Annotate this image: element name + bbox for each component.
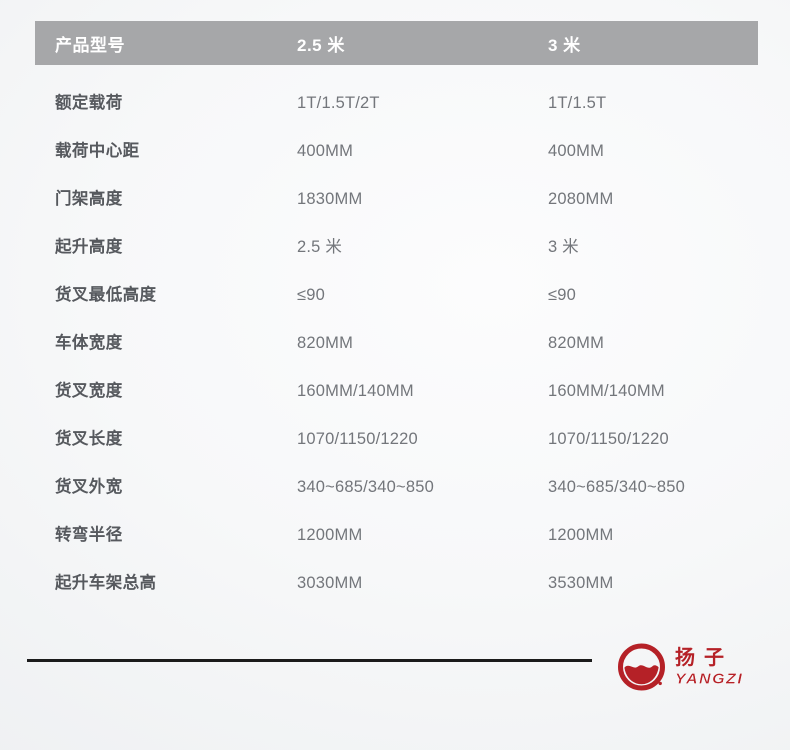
row-label: 货叉长度 <box>55 430 123 448</box>
row-label: 货叉外宽 <box>55 478 123 496</box>
row-value-3m: 1070/1150/1220 <box>548 430 669 448</box>
header-cell-2-5m: 2.5 米 <box>297 35 345 55</box>
table-row: 起升高度 2.5 米 3 米 <box>35 233 758 281</box>
table-header-row: 产品型号 2.5 米 3 米 <box>35 21 758 65</box>
row-value-3m: 820MM <box>548 334 605 352</box>
row-value-3m: 2080MM <box>548 190 614 208</box>
table-row: 货叉宽度 160MM/140MM 160MM/140MM <box>35 377 758 425</box>
table-row: 货叉最低高度 ≤90 ≤90 <box>35 281 758 329</box>
row-value-3m: 3 米 <box>548 238 579 256</box>
row-value-2-5m: 3030MM <box>297 574 363 592</box>
table-row: 门架高度 1830MM 2080MM <box>35 185 758 233</box>
table-row: 转弯半径 1200MM 1200MM <box>35 521 758 569</box>
table-row: 起升车架总高 3030MM 3530MM <box>35 569 758 617</box>
row-value-2-5m: 1070/1150/1220 <box>297 430 418 448</box>
row-label: 起升车架总高 <box>55 574 157 592</box>
table-body: 额定载荷 1T/1.5T/2T 1T/1.5T 载荷中心距 400MM 400M… <box>35 65 758 617</box>
table-row: 货叉长度 1070/1150/1220 1070/1150/1220 <box>35 425 758 473</box>
row-value-2-5m: ≤90 <box>297 286 326 304</box>
row-value-3m: 1200MM <box>548 526 614 544</box>
row-value-2-5m: 820MM <box>297 334 354 352</box>
row-label: 货叉宽度 <box>55 382 123 400</box>
row-value-3m: 400MM <box>548 142 605 160</box>
brand-logo: 扬子 YANGZI <box>617 641 763 693</box>
row-label: 转弯半径 <box>55 526 123 544</box>
row-value-3m: 3530MM <box>548 574 614 592</box>
row-value-2-5m: 1T/1.5T/2T <box>297 94 380 112</box>
table-row: 额定载荷 1T/1.5T/2T 1T/1.5T <box>35 89 758 137</box>
row-value-2-5m: 1830MM <box>297 190 363 208</box>
row-label: 货叉最低高度 <box>55 286 157 304</box>
row-value-3m: 1T/1.5T <box>548 94 607 112</box>
row-value-2-5m: 400MM <box>297 142 354 160</box>
row-value-3m: 340~685/340~850 <box>548 478 685 496</box>
header-cell-3m: 3 米 <box>548 35 581 55</box>
yangzi-circle-wave-icon <box>617 643 666 692</box>
row-value-2-5m: 1200MM <box>297 526 363 544</box>
brand-name-en: YANGZI <box>675 671 744 687</box>
row-value-2-5m: 160MM/140MM <box>297 382 414 400</box>
row-label: 载荷中心距 <box>55 142 140 160</box>
row-value-3m: 160MM/140MM <box>548 382 665 400</box>
row-value-2-5m: 2.5 米 <box>297 238 343 256</box>
specification-table: 产品型号 2.5 米 3 米 额定载荷 1T/1.5T/2T 1T/1.5T 载… <box>35 21 758 617</box>
row-label: 车体宽度 <box>55 334 123 352</box>
row-label: 额定载荷 <box>55 94 123 112</box>
brand-name-cn: 扬子 <box>675 646 733 669</box>
row-label: 起升高度 <box>55 238 123 256</box>
row-value-3m: ≤90 <box>548 286 577 304</box>
header-cell-model: 产品型号 <box>55 35 125 55</box>
table-row: 载荷中心距 400MM 400MM <box>35 137 758 185</box>
row-label: 门架高度 <box>55 190 123 208</box>
table-row: 车体宽度 820MM 820MM <box>35 329 758 377</box>
table-row: 货叉外宽 340~685/340~850 340~685/340~850 <box>35 473 758 521</box>
brand-wordmark: 扬子 YANGZI <box>675 647 743 688</box>
footer-divider <box>27 659 592 662</box>
row-value-2-5m: 340~685/340~850 <box>297 478 434 496</box>
